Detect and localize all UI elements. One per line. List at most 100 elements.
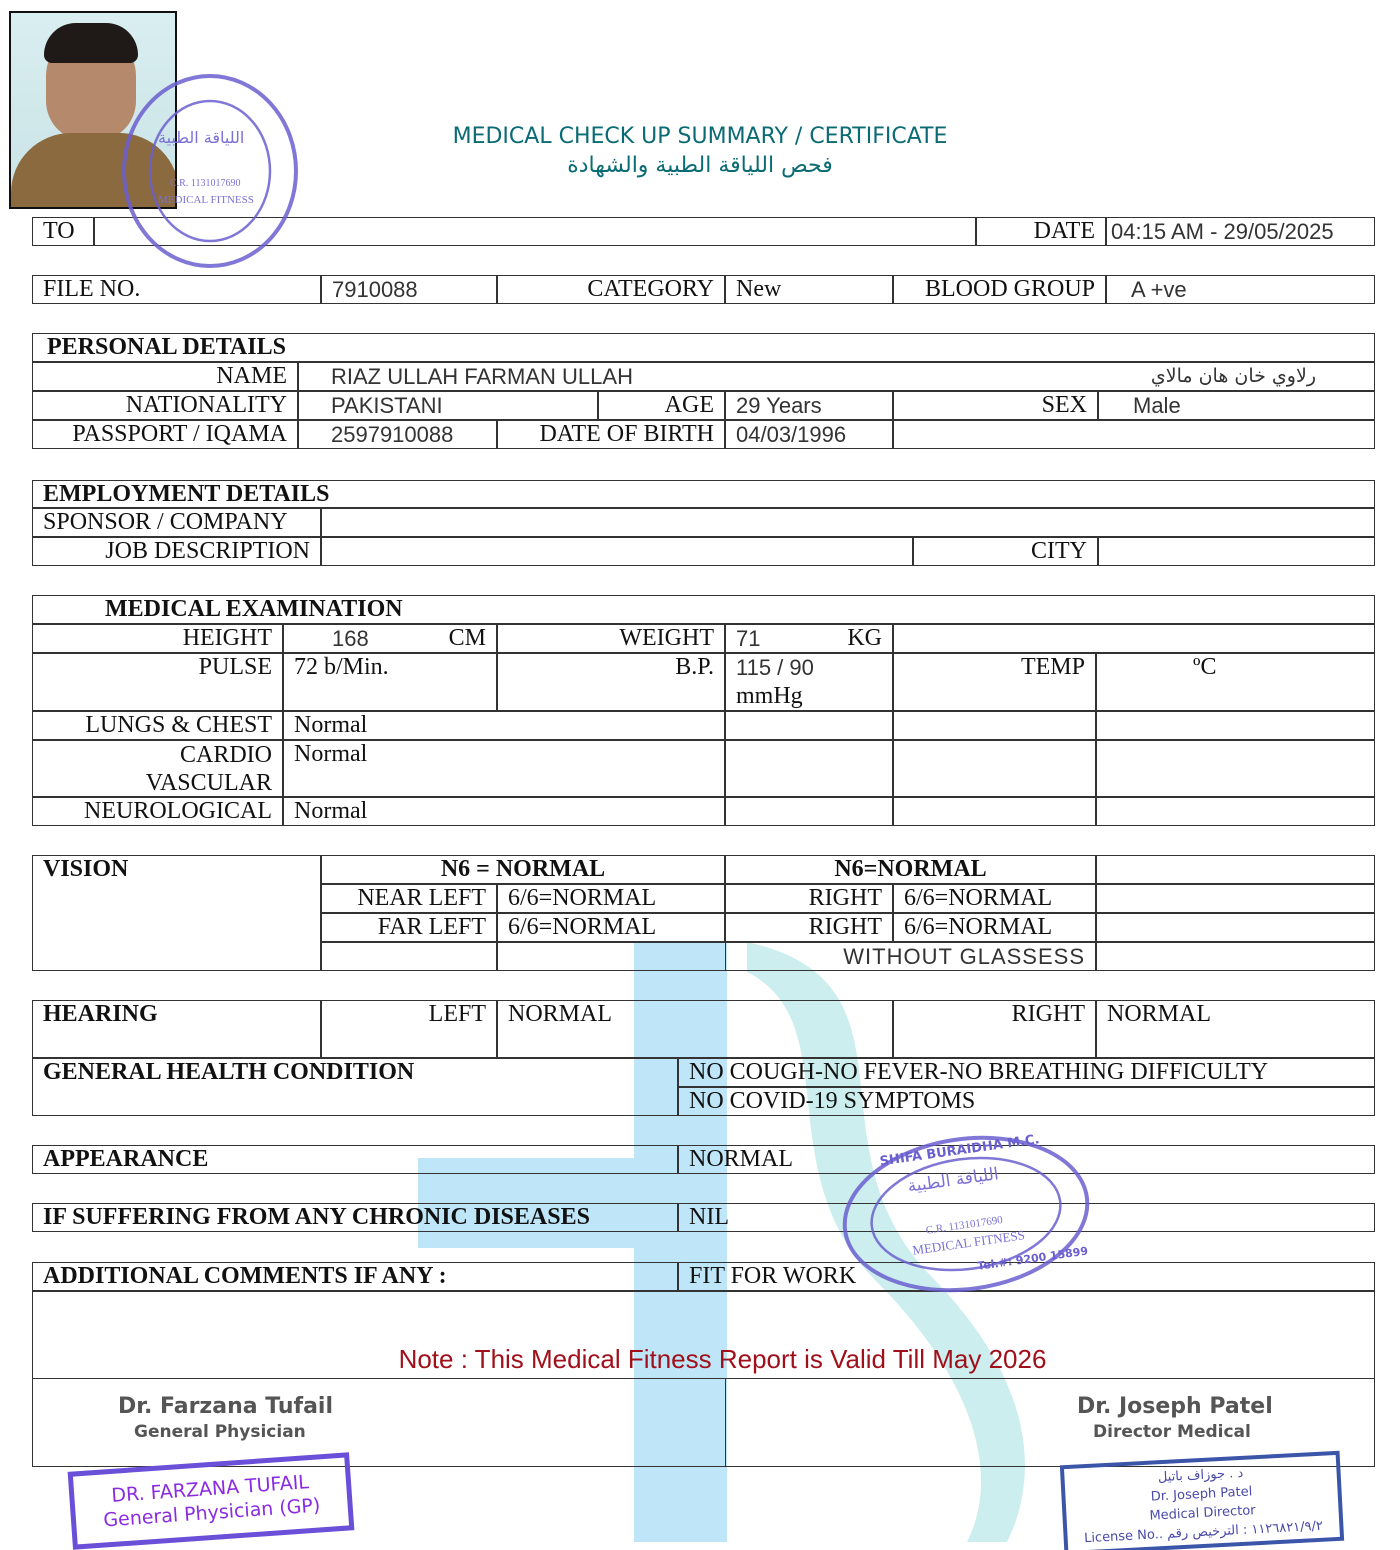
cardio-blank-2 (893, 740, 1096, 797)
weight-value: 71 KG (725, 624, 893, 653)
vision-blank-4 (321, 942, 497, 971)
chronic-value: NIL (678, 1203, 1375, 1232)
near-left-value: 6/6=NORMAL (497, 884, 725, 913)
near-right-value: 6/6=NORMAL (893, 884, 1096, 913)
sex-value: Male (1098, 391, 1375, 420)
signature-right-box (725, 1378, 1375, 1467)
name-english: RIAZ ULLAH FARMAN ULLAH (331, 364, 633, 389)
far-right-label: RIGHT (725, 913, 893, 942)
cardio-label-line2: VASCULAR (145, 770, 272, 796)
watermark-s-shape (747, 942, 1025, 1542)
city-value (1098, 537, 1375, 566)
height-row-blank (893, 624, 1375, 653)
comments-label: ADDITIONAL COMMENTS IF ANY : (32, 1262, 678, 1291)
hearing-left-label: LEFT (321, 1000, 497, 1058)
blood-group-value: A +ve (1106, 275, 1375, 304)
right-doctor-stamp: د . جوزاف باتيل Dr. Joseph Patel Medical… (1059, 1450, 1345, 1550)
note-box (32, 1291, 1375, 1379)
appearance-value: NORMAL (678, 1145, 1375, 1174)
category-label: CATEGORY (497, 275, 725, 304)
bp-label: B.P. (497, 653, 725, 711)
lungs-blank-1 (725, 711, 893, 740)
vision-label: VISION (32, 855, 321, 971)
lungs-blank-2 (893, 711, 1096, 740)
general-health-label: GENERAL HEALTH CONDITION (32, 1058, 678, 1116)
passport-row-blank (893, 420, 1375, 449)
glasses-value: WITHOUT GLASSESS (725, 942, 1096, 971)
neuro-blank-2 (893, 797, 1096, 826)
near-right-label: RIGHT (725, 884, 893, 913)
dob-value: 04/03/1996 (725, 420, 893, 449)
stamp-top-fitness: MEDICAL FITNESS (158, 194, 254, 206)
stamp-top-cr: C.R. 1131017690 (170, 178, 241, 189)
name-arabic: رلاوي خان هان مالاي (1150, 365, 1316, 387)
to-label: TO (32, 217, 94, 246)
personal-details-heading: PERSONAL DETAILS (32, 333, 1375, 362)
hearing-label: HEARING (32, 1000, 321, 1058)
watermark-cross-vertical (634, 942, 727, 1542)
age-value: 29 Years (725, 391, 893, 420)
cardio-value: Normal (283, 740, 725, 797)
sponsor-value (321, 508, 1375, 537)
vision-blank-1 (1096, 855, 1375, 884)
temp-value: ºC (1096, 653, 1375, 711)
vision-left-head: N6 = NORMAL (321, 855, 725, 884)
lungs-label: LUNGS & CHEST (32, 711, 283, 740)
far-left-label: FAR LEFT (321, 913, 497, 942)
job-value (321, 537, 913, 566)
chronic-label: IF SUFFERING FROM ANY CHRONIC DISEASES (32, 1203, 678, 1232)
general-health-value-1: NO COUGH-NO FEVER-NO BREATHING DIFFICULT… (678, 1058, 1375, 1087)
appearance-label: APPEARANCE (32, 1145, 678, 1174)
medical-examination-heading: MEDICAL EXAMINATION (32, 595, 1375, 624)
pulse-value: 72 b/Min. (283, 653, 497, 711)
city-label: CITY (913, 537, 1098, 566)
page-title: MEDICAL CHECK UP SUMMARY / CERTIFICATE (452, 124, 948, 149)
hearing-left-value: NORMAL (497, 1000, 893, 1058)
right-doctor-name: Dr. Joseph Patel (1077, 1394, 1273, 1419)
file-no-label: FILE NO. (32, 275, 321, 304)
sponsor-label: SPONSOR / COMPANY (32, 508, 321, 537)
vision-right-head: N6=NORMAL (725, 855, 1096, 884)
name-value: RIAZ ULLAH FARMAN ULLAH رلاوي خان هان ما… (298, 362, 1375, 391)
bp-number: 115 / 90 (736, 655, 814, 680)
neuro-value: Normal (283, 797, 725, 826)
nationality-value: PAKISTANI (298, 391, 598, 420)
applicant-photo (9, 11, 177, 209)
to-value (94, 217, 976, 246)
bp-unit: mmHg (736, 683, 803, 709)
bp-value: 115 / 90 mmHg (725, 653, 893, 711)
lungs-value: Normal (283, 711, 725, 740)
passport-label: PASSPORT / IQAMA (32, 420, 298, 449)
far-left-value: 6/6=NORMAL (497, 913, 725, 942)
general-health-value-2: NO COVID-19 SYMPTOMS (678, 1087, 1375, 1116)
job-label: JOB DESCRIPTION (32, 537, 321, 566)
left-doctor-name: Dr. Farzana Tufail (118, 1394, 333, 1419)
height-unit: CM (448, 625, 486, 651)
neuro-blank-3 (1096, 797, 1375, 826)
cardio-label-line1: CARDIO (179, 742, 272, 768)
height-label: HEIGHT (32, 624, 283, 653)
vision-blank-6 (1096, 942, 1375, 971)
hearing-right-label: RIGHT (893, 1000, 1096, 1058)
cardio-blank-3 (1096, 740, 1375, 797)
height-number: 168 (332, 626, 369, 651)
category-value: New (725, 275, 893, 304)
nationality-label: NATIONALITY (32, 391, 298, 420)
right-doctor-title: Director Medical (1093, 1422, 1251, 1442)
neuro-blank-1 (725, 797, 893, 826)
stamp-top-arabic: اللياقة الطبية (158, 128, 245, 147)
temp-label: TEMP (893, 653, 1096, 711)
hearing-right-value: NORMAL (1096, 1000, 1375, 1058)
weight-label: WEIGHT (497, 624, 725, 653)
clinic-stamp-bottom: SHIFA BURAIDHA M.C. اللياقة الطبية C.R. … (830, 1118, 1102, 1310)
blood-group-label: BLOOD GROUP (893, 275, 1106, 304)
vision-blank-5 (497, 942, 725, 971)
name-label: NAME (32, 362, 298, 391)
passport-value: 2597910088 (298, 420, 497, 449)
far-right-value: 6/6=NORMAL (893, 913, 1096, 942)
dob-label: DATE OF BIRTH (497, 420, 725, 449)
cardio-label: CARDIO VASCULAR (32, 740, 283, 797)
near-left-label: NEAR LEFT (321, 884, 497, 913)
clinic-stamp-top: اللياقة الطبية C.R. 1131017690 MEDICAL F… (120, 72, 300, 270)
